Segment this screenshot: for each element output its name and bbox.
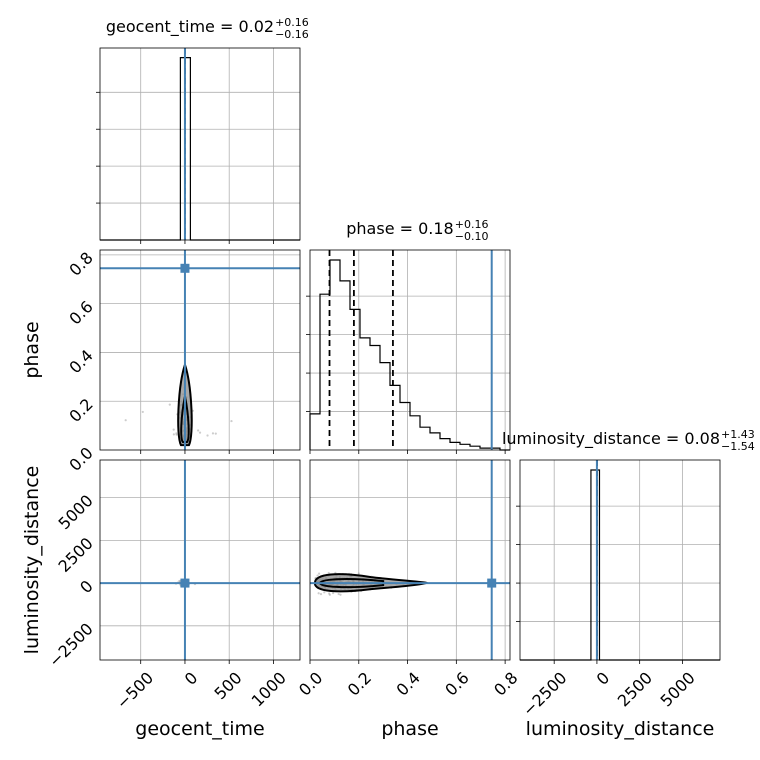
x-axis-label-geocent_time: geocent_time bbox=[135, 718, 264, 740]
sample-point bbox=[230, 419, 233, 423]
panel-geocent_time-geocent_time bbox=[96, 47, 301, 244]
sample-point bbox=[214, 432, 217, 435]
panel-frame bbox=[309, 249, 511, 451]
sample-point bbox=[327, 571, 330, 575]
panel-luminosity_distance-luminosity_distance bbox=[516, 459, 721, 664]
x-tick-label: 0.0 bbox=[295, 668, 326, 699]
histogram-luminosity_distance bbox=[520, 469, 720, 661]
title-upper-error: +1.43 bbox=[721, 428, 755, 441]
panel-content bbox=[310, 460, 510, 660]
title-lower-error: −0.16 bbox=[275, 28, 309, 41]
sample-point bbox=[319, 593, 323, 596]
sample-point bbox=[141, 410, 144, 414]
x-tick-label: −2500 bbox=[519, 668, 571, 720]
truth-marker bbox=[180, 578, 190, 588]
y-axis-label-luminosity_distance: luminosity_distance bbox=[21, 466, 43, 655]
sample-point bbox=[197, 429, 200, 432]
sample-point bbox=[339, 593, 342, 596]
panel-frame bbox=[519, 459, 721, 661]
x-tick-label: 0 bbox=[181, 668, 202, 689]
y-tick-label: 5000 bbox=[55, 491, 97, 533]
sample-point bbox=[328, 593, 331, 596]
panel-geocent_time-luminosity_distance bbox=[99, 459, 301, 664]
panel-frame bbox=[99, 459, 301, 661]
panel-title-geocent_time: geocent_time = 0.02 +0.16−0.16 bbox=[106, 16, 309, 41]
panel-content bbox=[100, 460, 300, 660]
x-tick-label: 0.8 bbox=[490, 668, 521, 699]
x-axis-label-phase: phase bbox=[381, 718, 438, 740]
title-text: geocent_time = 0.02 bbox=[106, 17, 274, 37]
sample-point bbox=[337, 592, 340, 596]
sample-point bbox=[175, 432, 178, 435]
title-text: luminosity_distance = 0.08 bbox=[502, 429, 720, 449]
panel-content bbox=[100, 250, 300, 450]
histogram-phase bbox=[309, 259, 510, 451]
x-tick-label: 0.4 bbox=[393, 668, 424, 699]
title-lower-error: −0.10 bbox=[455, 230, 489, 243]
x-tick-label: 500 bbox=[211, 668, 246, 703]
x-tick-label: 0.6 bbox=[441, 668, 472, 699]
sample-point bbox=[168, 403, 171, 406]
x-axis-label-luminosity_distance: luminosity_distance bbox=[526, 718, 715, 740]
sample-point bbox=[331, 591, 335, 595]
panel-title-phase: phase = 0.18 +0.16−0.10 bbox=[346, 218, 488, 243]
sample-point bbox=[316, 574, 319, 577]
x-tick-label: 0 bbox=[593, 668, 614, 689]
sample-point bbox=[175, 433, 178, 436]
y-tick-label: 0.4 bbox=[65, 346, 96, 377]
truth-marker bbox=[487, 578, 497, 588]
panel-phase-luminosity_distance bbox=[309, 459, 511, 664]
sample-point bbox=[178, 579, 181, 583]
sample-point bbox=[328, 592, 331, 595]
panel-frame bbox=[99, 47, 301, 241]
title-text: phase = 0.18 bbox=[346, 219, 453, 238]
y-tick-label: 0.6 bbox=[65, 297, 96, 328]
sample-point bbox=[124, 419, 127, 422]
panel-title-luminosity_distance: luminosity_distance = 0.08 +1.43−1.54 bbox=[502, 428, 755, 453]
sample-point bbox=[317, 572, 321, 575]
sample-point bbox=[357, 572, 360, 575]
y-tick-label: 0.0 bbox=[65, 443, 96, 474]
panel-frame bbox=[309, 459, 511, 661]
sample-point bbox=[317, 592, 320, 595]
x-tick-label: −500 bbox=[113, 668, 158, 713]
panel-phase-phase bbox=[306, 249, 511, 454]
sample-point bbox=[323, 591, 326, 594]
y-tick-label: 0.2 bbox=[65, 395, 96, 426]
y-tick-label: 0 bbox=[76, 576, 97, 597]
panel-frame bbox=[99, 249, 301, 451]
sample-point bbox=[198, 431, 202, 434]
y-tick-label: 0.8 bbox=[65, 248, 96, 279]
panel-geocent_time-phase bbox=[99, 249, 301, 454]
y-tick-label: 2500 bbox=[55, 534, 97, 576]
title-upper-error: +0.16 bbox=[275, 16, 309, 29]
truth-marker bbox=[180, 263, 190, 273]
x-tick-label: 5000 bbox=[657, 668, 699, 710]
histogram-geocent_time bbox=[100, 57, 300, 241]
y-tick-label: −2500 bbox=[45, 619, 97, 671]
title-lower-error: −1.54 bbox=[721, 440, 755, 453]
sample-point bbox=[211, 432, 215, 435]
x-tick-label: 1000 bbox=[248, 668, 290, 710]
y-axis-label-phase: phase bbox=[21, 321, 43, 378]
x-tick-label: 2500 bbox=[614, 668, 656, 710]
sample-point bbox=[206, 434, 209, 437]
x-tick-label: 0.2 bbox=[344, 668, 375, 699]
sample-point bbox=[172, 428, 175, 431]
sample-point bbox=[172, 433, 175, 436]
title-upper-error: +0.16 bbox=[455, 218, 489, 231]
